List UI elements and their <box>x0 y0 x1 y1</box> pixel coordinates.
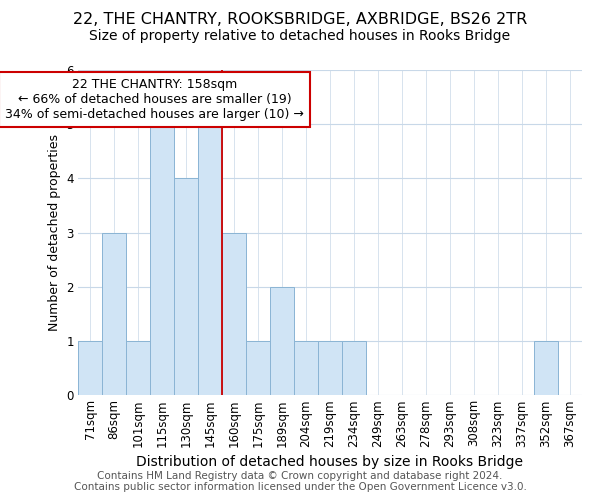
Bar <box>174 178 198 395</box>
Bar <box>150 124 174 395</box>
Text: Contains HM Land Registry data © Crown copyright and database right 2024.
Contai: Contains HM Land Registry data © Crown c… <box>74 471 526 492</box>
Text: 22, THE CHANTRY, ROOKSBRIDGE, AXBRIDGE, BS26 2TR: 22, THE CHANTRY, ROOKSBRIDGE, AXBRIDGE, … <box>73 12 527 28</box>
Bar <box>78 341 102 395</box>
Bar <box>270 286 294 395</box>
Y-axis label: Number of detached properties: Number of detached properties <box>48 134 61 331</box>
Bar <box>246 341 270 395</box>
Bar <box>198 124 222 395</box>
Bar <box>294 341 318 395</box>
Bar <box>342 341 366 395</box>
X-axis label: Distribution of detached houses by size in Rooks Bridge: Distribution of detached houses by size … <box>137 455 523 469</box>
Text: Size of property relative to detached houses in Rooks Bridge: Size of property relative to detached ho… <box>89 29 511 43</box>
Bar <box>318 341 342 395</box>
Bar <box>126 341 150 395</box>
Text: 22 THE CHANTRY: 158sqm
← 66% of detached houses are smaller (19)
34% of semi-det: 22 THE CHANTRY: 158sqm ← 66% of detached… <box>5 78 304 121</box>
Bar <box>222 232 246 395</box>
Bar <box>534 341 558 395</box>
Bar <box>102 232 126 395</box>
